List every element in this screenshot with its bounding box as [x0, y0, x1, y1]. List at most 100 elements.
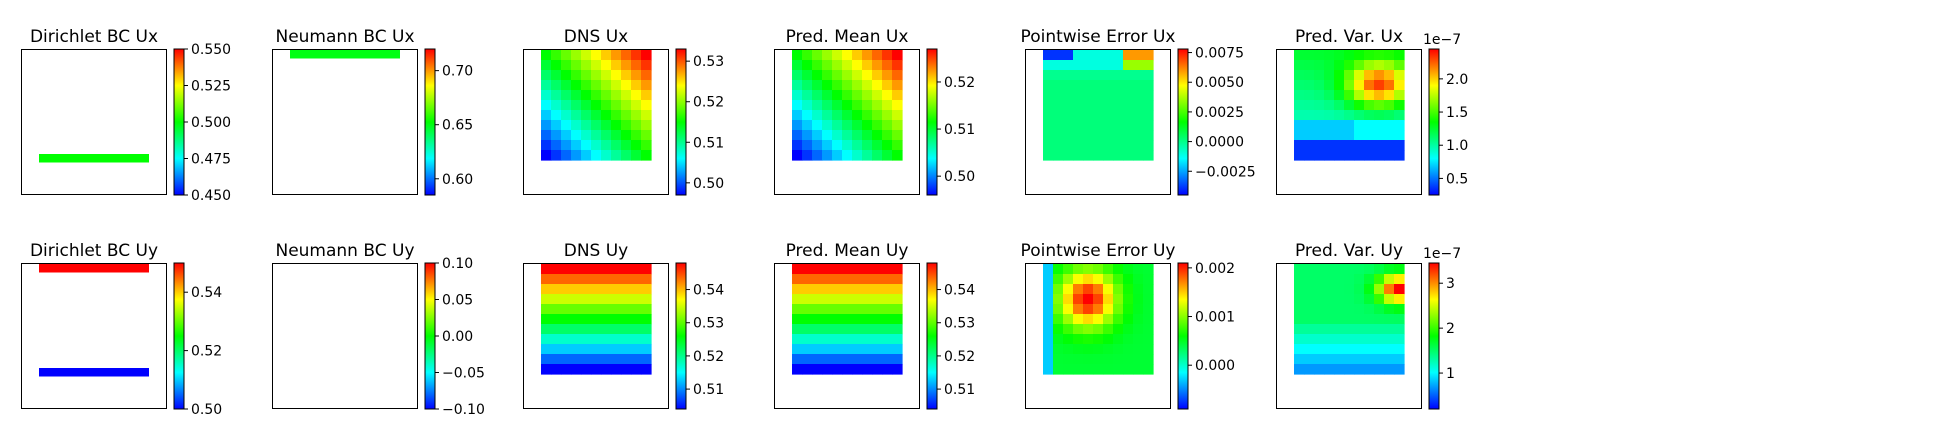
heatmap-cell	[852, 80, 863, 91]
heatmap-cell	[1294, 140, 1305, 151]
heatmap-cell	[802, 150, 813, 161]
heatmap-cell	[822, 50, 833, 61]
heatmap-cell	[1133, 304, 1144, 315]
heatmap-cell	[1384, 334, 1395, 345]
heatmap-cell	[1113, 264, 1124, 275]
heatmap-cell	[842, 264, 853, 275]
heatmap-cell	[1374, 314, 1385, 325]
heatmap-cell	[842, 364, 853, 375]
heatmap-cell	[1354, 334, 1365, 345]
heatmap-cell	[842, 274, 853, 285]
heatmap-cell	[1334, 50, 1345, 61]
heatmap-cell	[802, 274, 813, 285]
heatmap-cell	[892, 364, 903, 375]
heatmap-cell	[551, 354, 562, 365]
heatmap-cell	[872, 140, 883, 151]
heatmap-cell	[591, 50, 602, 61]
heatmap-cell	[1344, 354, 1355, 365]
heatmap-cell	[1113, 304, 1124, 315]
heatmap-cell	[1354, 100, 1365, 111]
heatmap-cell	[842, 344, 853, 355]
heatmap-cell	[1374, 294, 1385, 305]
heatmap-cell	[892, 50, 903, 61]
heatmap-cell	[1133, 110, 1144, 121]
heatmap-cell	[892, 294, 903, 305]
heatmap-cell	[1083, 50, 1094, 61]
heatmap-cell	[1394, 80, 1405, 91]
heatmap-cell	[842, 50, 853, 61]
heatmap-cell	[1334, 80, 1345, 91]
colorbar-offset-label: 1e−7	[1423, 32, 1461, 48]
heatmap-cell	[1093, 80, 1104, 91]
heatmap-cell	[1324, 364, 1335, 375]
heatmap-cell	[571, 324, 582, 335]
heatmap-cell	[1314, 80, 1325, 91]
heatmap-cell	[1374, 110, 1385, 121]
heatmap-cell	[1394, 304, 1405, 315]
heatmap-image	[39, 154, 149, 163]
heatmap-cell	[581, 130, 592, 141]
heatmap-cell	[852, 150, 863, 161]
heatmap-cell	[641, 354, 652, 365]
heatmap-cell	[1294, 344, 1305, 355]
heatmap-cell	[842, 60, 853, 71]
heatmap-cell	[1073, 364, 1084, 375]
heatmap-cell	[571, 150, 582, 161]
colorbar-tick-label: 1	[1446, 366, 1455, 382]
heatmap-cell	[1334, 304, 1345, 315]
heatmap-cell	[1123, 364, 1134, 375]
heatmap-cell	[1113, 314, 1124, 325]
heatmap-cell	[1374, 274, 1385, 285]
heatmap-cell	[822, 130, 833, 141]
heatmap-cell	[1053, 324, 1064, 335]
heatmap-cell	[1103, 80, 1114, 91]
heatmap-cell	[1344, 60, 1355, 71]
heatmap-cell	[892, 140, 903, 151]
heatmap-cell	[1354, 344, 1365, 355]
heatmap-cell	[1053, 80, 1064, 91]
heatmap-cell	[1364, 120, 1375, 131]
heatmap-cell	[1133, 294, 1144, 305]
heatmap-cell	[882, 304, 893, 315]
heatmap-cell	[812, 80, 823, 91]
heatmap-cell	[832, 294, 843, 305]
heatmap-cell	[1354, 120, 1365, 131]
heatmap-cell	[1123, 80, 1134, 91]
heatmap-cell	[1374, 344, 1385, 355]
heatmap-cell	[882, 120, 893, 131]
colorbar-tick-label: 0.001	[1195, 310, 1235, 326]
heatmap-cell	[1294, 50, 1305, 61]
heatmap-cell	[882, 264, 893, 275]
heatmap-cell	[802, 70, 813, 81]
heatmap-cell	[822, 354, 833, 365]
heatmap-cell	[1043, 294, 1054, 305]
heatmap-cell	[1334, 100, 1345, 111]
heatmap-cell	[641, 264, 652, 275]
heatmap-cell	[1143, 60, 1154, 71]
heatmap-cell	[1314, 324, 1325, 335]
heatmap-cell	[1133, 70, 1144, 81]
heatmap-cell	[1374, 60, 1385, 71]
heatmap-cell	[1294, 150, 1305, 161]
colorbar-tick-label: 0.500	[191, 115, 231, 131]
heatmap-cell	[1073, 304, 1084, 315]
heatmap-cell	[1344, 80, 1355, 91]
heatmap-cell	[842, 294, 853, 305]
heatmap-cell	[872, 100, 883, 111]
heatmap-cell	[541, 284, 552, 295]
heatmap-cell	[541, 90, 552, 101]
axes-frame	[272, 263, 418, 409]
heatmap-cell	[591, 150, 602, 161]
heatmap-cell	[611, 150, 622, 161]
heatmap-cell	[862, 264, 873, 275]
heatmap-cell	[561, 334, 572, 345]
heatmap-cell	[1103, 334, 1114, 345]
heatmap-cell	[1063, 140, 1074, 151]
heatmap-cell	[1093, 314, 1104, 325]
subplot-title: Dirichlet BC Uy	[30, 241, 158, 261]
heatmap-cell	[1354, 304, 1365, 315]
heatmap-cell	[1314, 314, 1325, 325]
heatmap-cell	[1083, 110, 1094, 121]
heatmap-cell	[1354, 284, 1365, 295]
heatmap-cell	[611, 110, 622, 121]
